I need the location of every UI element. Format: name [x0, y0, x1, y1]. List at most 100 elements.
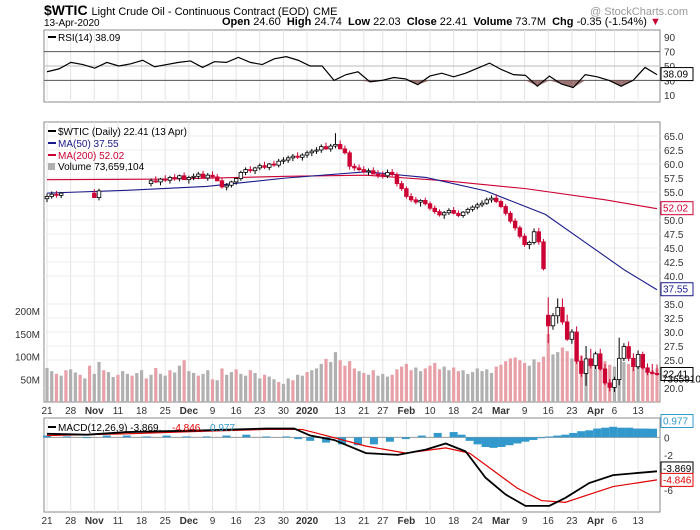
candle-body-67	[437, 211, 442, 216]
macd-hist-bar-42	[601, 427, 610, 438]
volume-bar-70	[376, 375, 380, 402]
volume-bar-52	[291, 380, 295, 402]
candle-body-30	[262, 165, 267, 168]
macd-hist-bar-24	[457, 434, 466, 438]
ma200-last-value-box	[660, 201, 694, 216]
volume-bar-78	[414, 367, 418, 402]
volume-bar-81	[428, 365, 432, 402]
volume-bar-99	[513, 357, 517, 402]
volume-label: Volume	[473, 16, 513, 28]
macd-hist-bar-44	[617, 427, 626, 438]
macd-hist-bar-27	[481, 437, 490, 447]
volume-bar-127	[645, 369, 650, 402]
macd-hist-bar-2	[82, 437, 91, 439]
low-label: Low	[348, 16, 371, 28]
macd-hist-bar-32	[521, 437, 530, 442]
xaxis-label-mid-23: Apr	[587, 406, 604, 417]
candle-body-37	[295, 155, 300, 158]
macd-hist-bar-34	[537, 437, 546, 439]
volume-bar-22	[149, 374, 153, 402]
xaxis-label-bot-2: Nov	[85, 516, 104, 527]
rsi-line	[46, 56, 658, 89]
volume-bar-129	[655, 368, 659, 402]
candle-body-85	[522, 235, 527, 246]
candle-body-113	[654, 373, 660, 375]
price-tick-4: 55.0	[664, 188, 684, 199]
volume-bar-19	[135, 372, 139, 402]
volume-bar-28	[177, 365, 182, 402]
candle-body-89	[541, 241, 546, 270]
candle-body-36	[290, 155, 296, 159]
volume-bar-13	[106, 372, 111, 402]
volume-tick-1: 150M	[15, 330, 40, 341]
candle-body-88	[536, 231, 541, 243]
macd-hist-bar-31	[513, 437, 522, 444]
volume-bar-91	[475, 368, 479, 402]
xaxis-label-bot-18: 24	[472, 516, 484, 527]
rsi-oversold-fill-30	[405, 80, 418, 85]
volume-bar-95	[494, 366, 498, 402]
volume-bar-59	[324, 358, 328, 402]
xaxis-label-bot-11: 2020	[296, 516, 319, 527]
volume-bar-76	[404, 363, 408, 402]
candle-body-15	[191, 175, 196, 178]
volume-bar-66	[357, 371, 361, 402]
signal-last-value-box	[660, 472, 694, 487]
candle-body-12	[177, 175, 182, 179]
volume-bar-98	[508, 358, 513, 402]
macd-tick-1: -2	[664, 451, 673, 462]
volume-bar-6	[73, 372, 77, 402]
close-label: Close	[406, 16, 437, 28]
macd-hist-bar-3	[102, 435, 111, 438]
candle-body-75	[475, 204, 480, 208]
volume-bar-93	[485, 369, 489, 402]
volume-tick-2: 100M	[15, 353, 40, 364]
volume-bar-58	[319, 363, 323, 402]
volume-bar-48	[272, 379, 276, 402]
candle-body-65	[427, 203, 433, 209]
candle-body-95	[569, 331, 575, 340]
candle-body-40	[309, 150, 315, 154]
macd-hist-bar-26	[473, 437, 482, 445]
candle-body-93	[560, 306, 565, 323]
volume-bar-51	[286, 378, 290, 402]
xaxis-label-bot-17: 18	[448, 516, 460, 527]
candle-body-52	[366, 170, 371, 173]
macd-hist-bar-20	[401, 437, 410, 440]
xaxis-label-mid-22: 23	[566, 406, 578, 417]
down-triangle-icon: ▼	[649, 16, 661, 28]
volume-bar-108	[556, 352, 560, 402]
xaxis-label-mid-9: 23	[254, 406, 266, 417]
xaxis-label-mid-3: 11	[113, 406, 124, 417]
rsi-oversold-fill-44	[573, 80, 586, 88]
candle-body-68	[442, 212, 447, 216]
candle-body-110	[640, 353, 646, 369]
volume-bar-49	[277, 382, 281, 402]
rsi-last-value-box	[660, 67, 694, 82]
volume-bar-42	[244, 375, 248, 402]
volume-bar-12	[102, 370, 106, 402]
candle-body-101	[598, 353, 603, 370]
candle-body-49	[352, 165, 357, 169]
candle-body-48	[347, 152, 352, 167]
volume-bar-112	[575, 352, 579, 402]
volume-bar-56	[310, 370, 314, 402]
volume-bar-45	[258, 378, 262, 402]
candle-body-107	[626, 346, 631, 359]
volume-bar-15	[116, 374, 120, 402]
candle-body-83	[512, 220, 518, 229]
candle-body-42	[319, 146, 324, 151]
xaxis-label-bot-15: Feb	[397, 516, 415, 527]
rsi-legend-text: RSI(14) 38.09	[58, 33, 121, 44]
low-value: 22.03	[373, 16, 401, 28]
macd-hist-bar-19	[385, 437, 394, 442]
xaxis-label-mid-16: 10	[424, 406, 436, 417]
candle-body-23	[229, 181, 234, 186]
candle-body-13	[181, 175, 187, 181]
candle-body-16	[196, 173, 201, 177]
xaxis-label-mid-17: 18	[448, 406, 460, 417]
xaxis-label-mid-5: 25	[160, 406, 172, 417]
volume-bar-68	[366, 374, 371, 402]
price-tick-16: 20.0	[664, 384, 684, 395]
candle-body-103	[607, 382, 612, 388]
